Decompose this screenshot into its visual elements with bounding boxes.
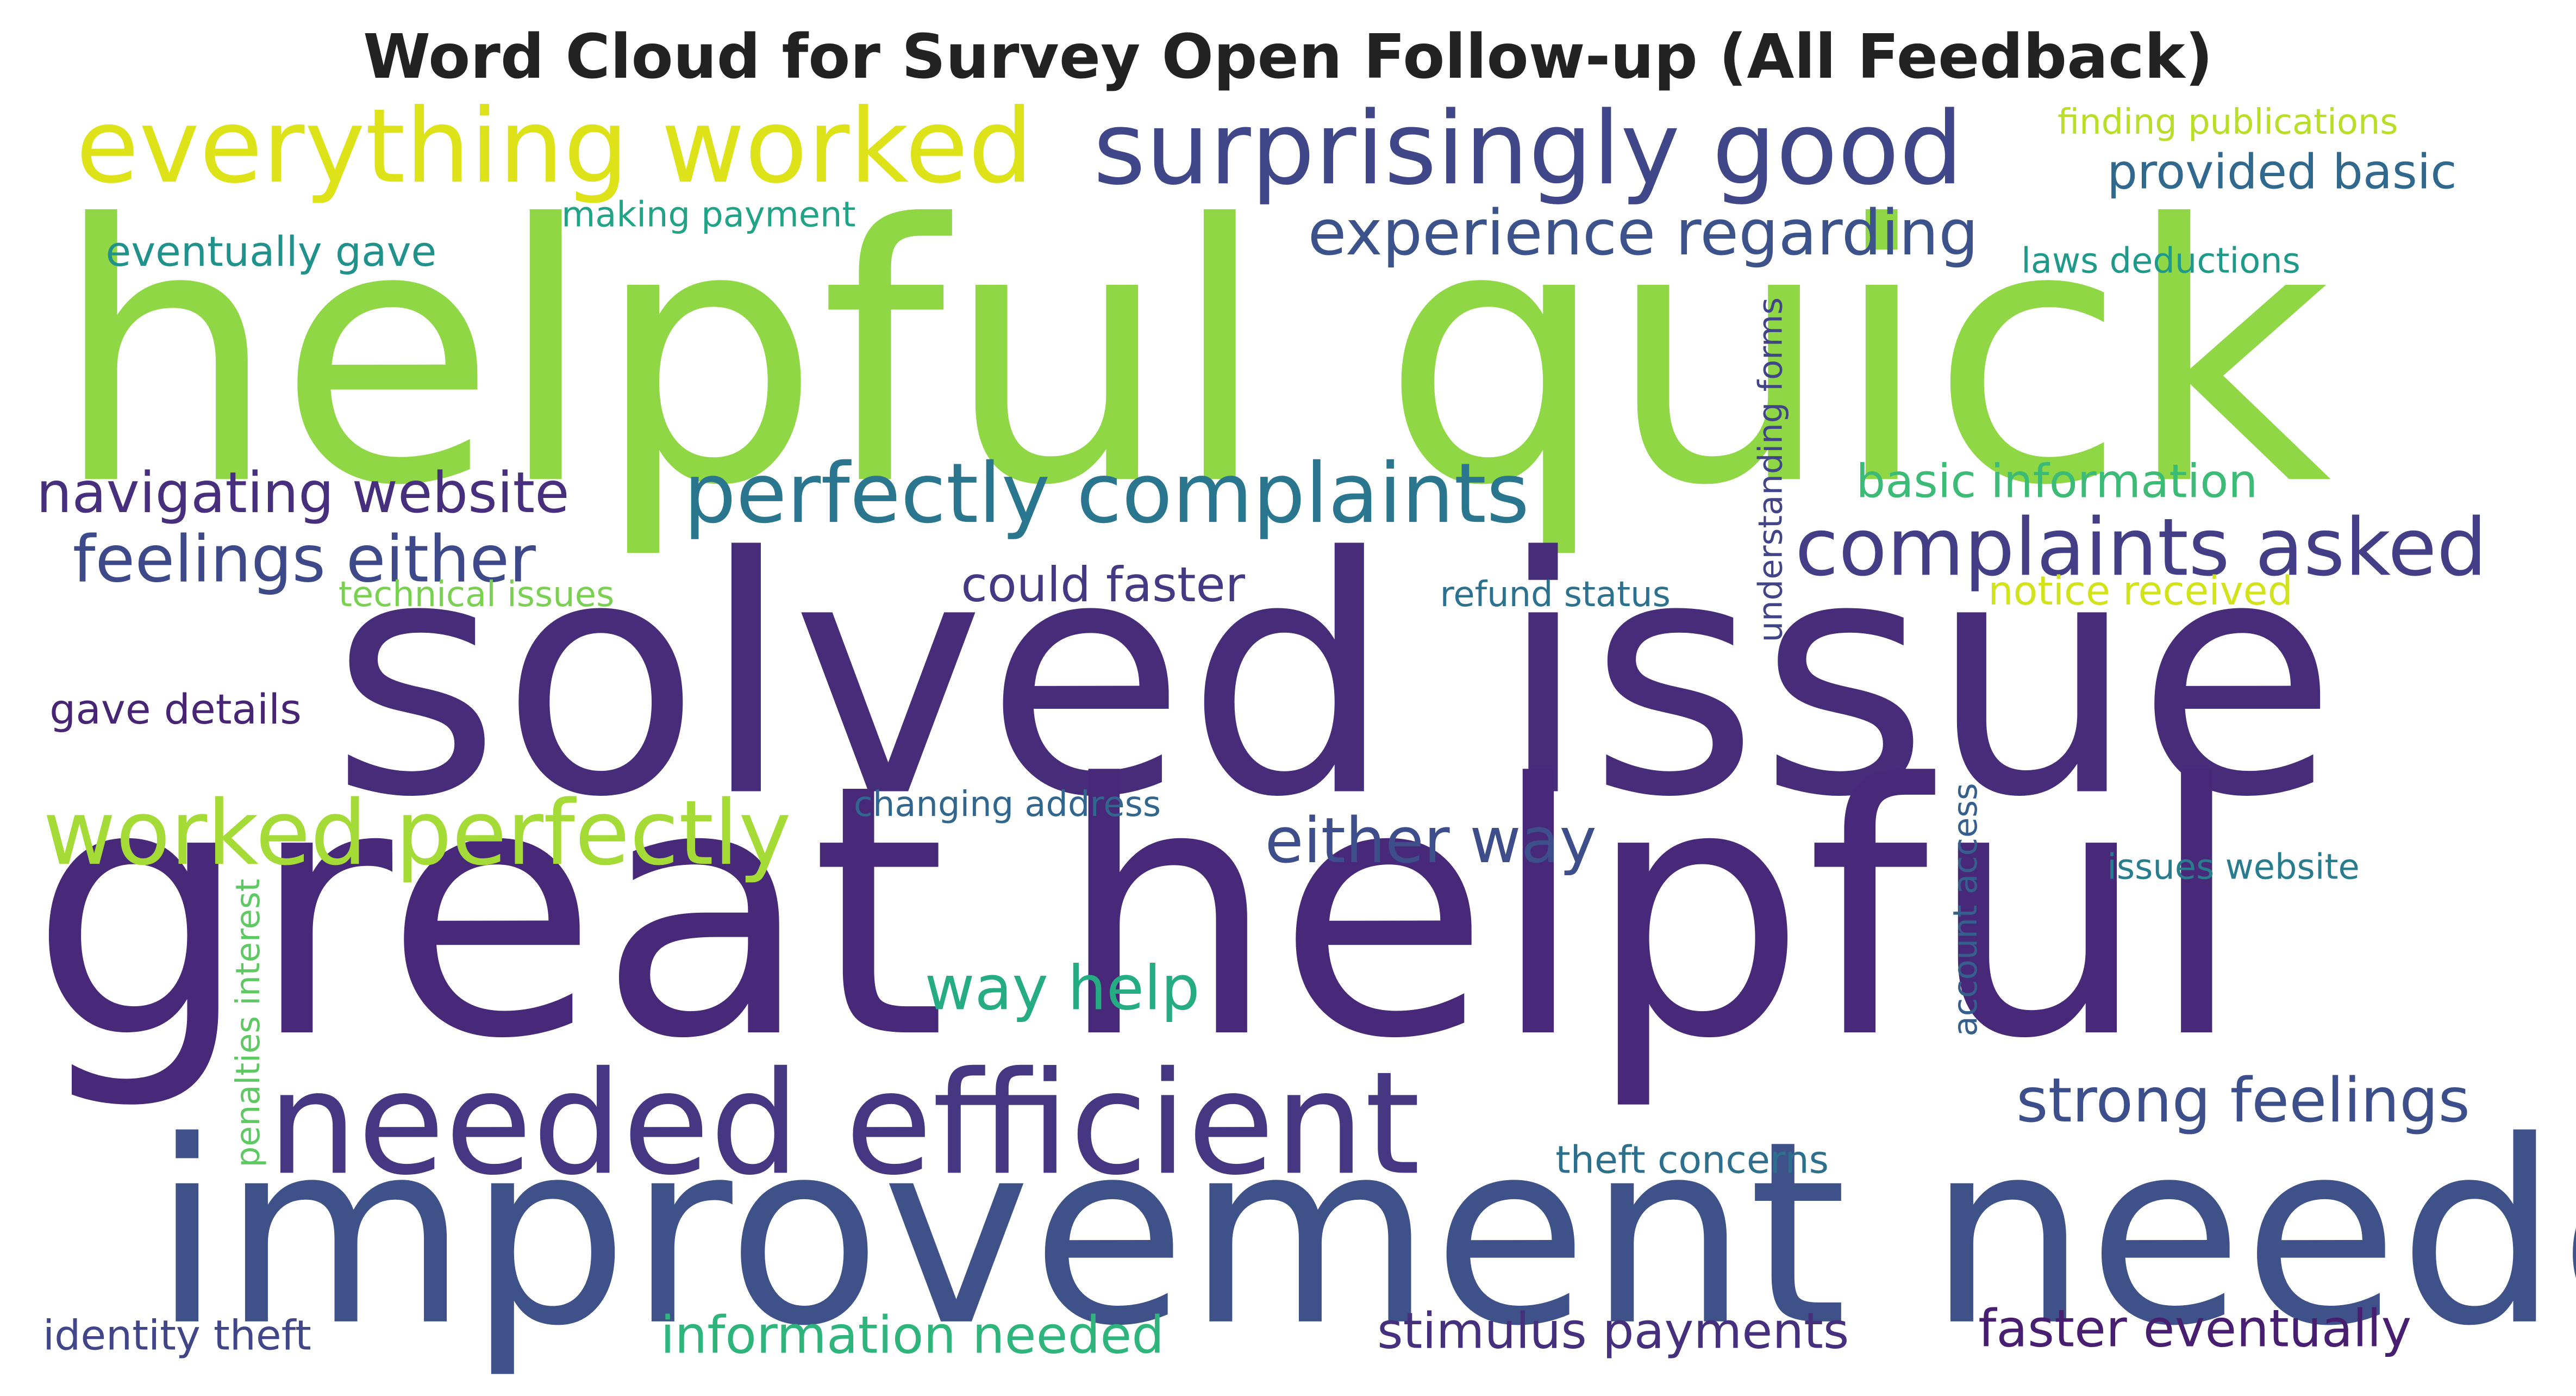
- word-eventually-gave: eventually gave: [105, 228, 437, 276]
- word-changing-address: changing address: [853, 784, 1161, 825]
- word-faster-eventually: faster eventually: [1978, 1300, 2412, 1360]
- word-stimulus-payments: stimulus payments: [1377, 1303, 1849, 1361]
- word-needed-efficient: needed efficient: [267, 1042, 1421, 1208]
- word-everything-worked: everything worked: [76, 86, 1034, 207]
- word-surprisingly-good: surprisingly good: [1093, 91, 1964, 208]
- word-laws-deductions: laws deductions: [2021, 241, 2300, 281]
- word-strong-feelings: strong feelings: [2016, 1065, 2471, 1137]
- word-solved-issue: solved issue: [330, 487, 2338, 869]
- word-issues-website: issues website: [2107, 847, 2360, 887]
- word-theft-concerns: theft concerns: [1555, 1139, 1829, 1183]
- word-helpful-quick: helpful quick: [53, 148, 2332, 564]
- word-technical-issues: technical issues: [338, 575, 615, 615]
- word-either-way: either way: [1265, 804, 1597, 877]
- word-penalties-interest: penalties interest: [228, 878, 268, 1168]
- word-account-access: account access: [1945, 783, 1985, 1037]
- word-great-helpful: great helpful: [29, 710, 2245, 1115]
- word-way-help: way help: [924, 953, 1200, 1024]
- word-making-payment: making payment: [561, 195, 856, 235]
- word-information-needed: information needed: [660, 1306, 1165, 1366]
- word-basic-information: basic information: [1856, 454, 2258, 509]
- word-experience-regarding: experience regarding: [1308, 196, 1979, 270]
- word-navigating-website: navigating website: [36, 460, 570, 527]
- figure-title: Word Cloud for Survey Open Follow-up (Al…: [363, 21, 2213, 93]
- word-provided-basic: provided basic: [2107, 144, 2457, 200]
- word-feelings-either: feelings either: [72, 524, 536, 598]
- word-understanding-forms: understanding forms: [1750, 297, 1790, 643]
- word-perfectly-complaints: perfectly complaints: [683, 446, 1530, 542]
- word-could-faster: could faster: [961, 556, 1245, 613]
- word-refund-status: refund status: [1440, 575, 1671, 615]
- word-identity-theft: identity theft: [43, 1311, 311, 1360]
- word-notice-received: notice received: [1988, 568, 2293, 615]
- word-worked-perfectly: worked perfectly: [43, 781, 792, 886]
- word-complaints-asked: complaints asked: [1795, 502, 2487, 595]
- word-gave-details: gave details: [49, 685, 302, 734]
- word-improvement-needed: improvement needed: [152, 1088, 2576, 1383]
- word-finding-publications: finding publications: [2057, 102, 2398, 142]
